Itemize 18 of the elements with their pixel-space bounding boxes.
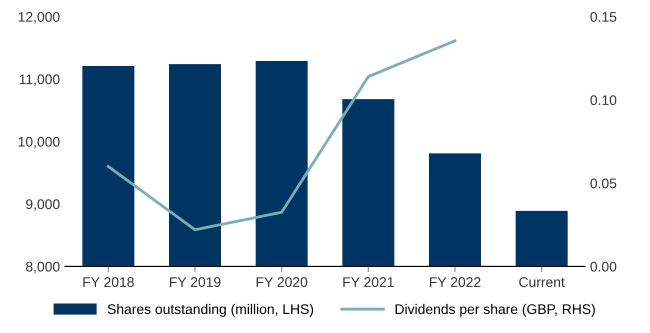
y-tick-label: 10,000 <box>18 136 60 148</box>
y2-tick-label: 0.10 <box>590 95 616 106</box>
y2-tick-label: 0.15 <box>590 12 616 22</box>
legend-label: Dividends per share (GBP, RHS) <box>396 304 595 317</box>
y-tick-label: 8,000 <box>26 262 60 274</box>
x-tick-label: FY 2020 <box>256 277 308 288</box>
x-tick-label: FY 2018 <box>83 277 134 288</box>
line-series <box>106 39 456 232</box>
x-tick-label: FY 2022 <box>430 277 480 288</box>
y-tick-label: 11,000 <box>20 74 60 86</box>
y-tick-label: 9,000 <box>26 199 60 211</box>
x-tick-label: FY 2019 <box>170 277 220 288</box>
legend-label: Shares outstanding (million, LHS) <box>108 304 314 317</box>
y2-tick-label: 0.05 <box>590 178 616 188</box>
x-tick-label: FY 2021 <box>343 277 394 288</box>
x-tick-label: Current <box>519 277 565 288</box>
y2-tick-label: 0.00 <box>590 262 616 272</box>
y-tick-label: 12,000 <box>18 12 60 24</box>
